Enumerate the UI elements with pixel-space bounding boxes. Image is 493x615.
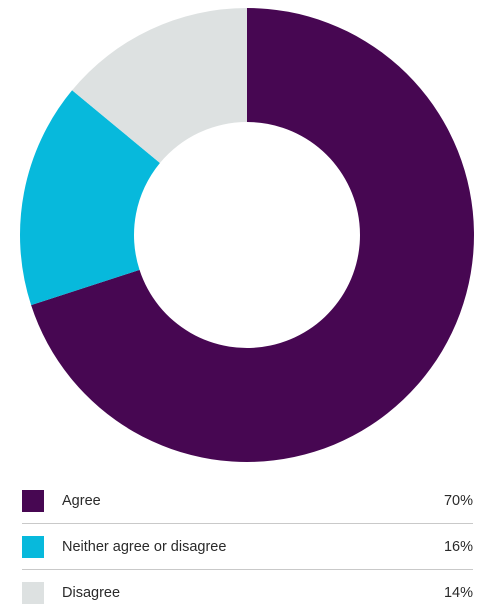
- legend-value-disagree: 14%: [443, 584, 473, 601]
- donut-slice-neither: [19, 90, 160, 306]
- legend-row-neither: Neither agree or disagree 16%: [22, 524, 473, 570]
- donut-chart: [19, 8, 475, 463]
- legend-row-agree: Agree 70%: [22, 478, 473, 524]
- legend-swatch-disagree: [22, 581, 44, 604]
- legend-label-neither: Neither agree or disagree: [62, 538, 227, 555]
- legend-value-agree: 70%: [443, 492, 473, 509]
- donut-slice-disagree: [72, 8, 247, 163]
- donut-slice-agree: [31, 8, 475, 463]
- legend-label-agree: Agree: [62, 492, 101, 509]
- legend-swatch-neither: [22, 535, 44, 558]
- legend-label-disagree: Disagree: [62, 584, 121, 601]
- legend-value-neither: 16%: [443, 538, 473, 555]
- legend: Agree 70% Neither agree or disagree 16% …: [22, 478, 473, 615]
- legend-row-disagree: Disagree 14%: [22, 570, 473, 615]
- legend-swatch-agree: [22, 489, 44, 512]
